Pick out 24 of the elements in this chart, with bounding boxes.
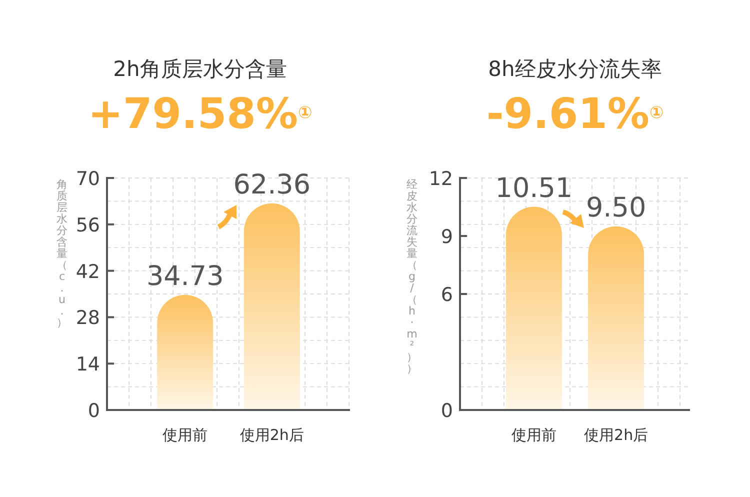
chart-title: 8h经皮水分流失率 xyxy=(488,57,662,81)
y-tick-label: 14 xyxy=(76,354,100,376)
text: 角质层水分含量（c.u.） xyxy=(56,178,68,329)
data-label: 9.50 xyxy=(586,192,646,224)
x-tick-label: 使用2h后 xyxy=(240,426,304,444)
chart-subtitle: +79.58%$^{①}$ xyxy=(88,89,312,138)
x-tick-label: 使用2h后 xyxy=(584,426,648,444)
y-tick-label: 6 xyxy=(440,284,453,306)
x-tick-label: 使用前 xyxy=(162,426,208,444)
y-tick-label: 12 xyxy=(428,168,453,190)
y-tick-label: 42 xyxy=(76,260,100,283)
chart-subtitle: -9.61%$^{①}$ xyxy=(486,89,664,138)
y-tick-label: 0 xyxy=(88,400,100,422)
y-tick-label: 0 xyxy=(440,400,453,422)
y-tick-label: 56 xyxy=(76,214,100,236)
text: 经皮水分流失量（g/（h·m²）） xyxy=(406,178,418,375)
data-label: 62.36 xyxy=(233,169,311,200)
x-tick-label: 使用前 xyxy=(511,426,556,444)
y-tick-label: 70 xyxy=(76,168,100,190)
y-tick-label: 28 xyxy=(76,307,100,330)
data-label: 34.73 xyxy=(146,260,224,292)
y-tick-label: 9 xyxy=(440,226,453,248)
data-label: 10.51 xyxy=(495,172,573,204)
chart-title: 2h角质层水分含量 xyxy=(113,57,287,81)
